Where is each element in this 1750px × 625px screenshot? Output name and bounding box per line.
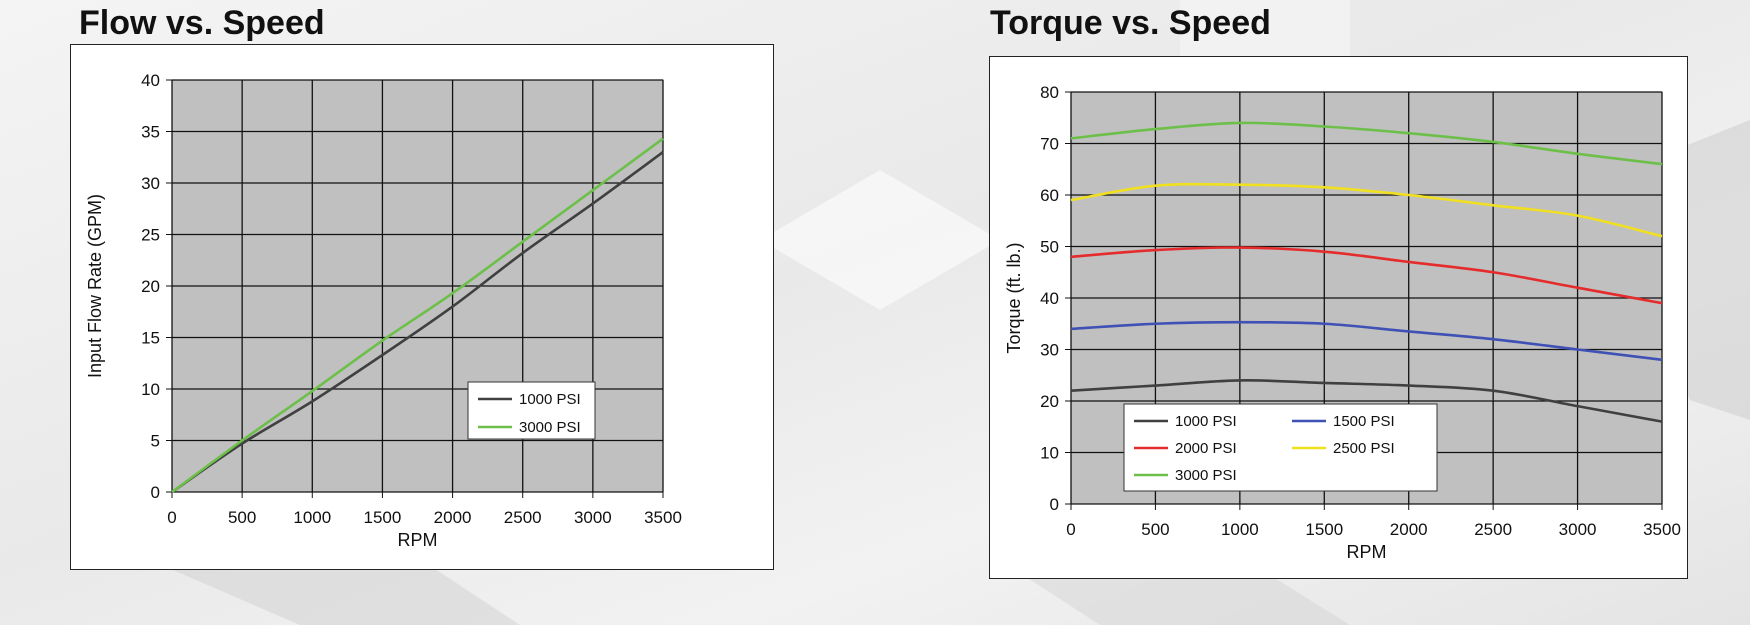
- legend-label: 3000 PSI: [1175, 467, 1237, 484]
- flow-chart-svg: 0 5 10 15 20 25 30 35 40 0 500 1000 1500 2000 2500 3000…: [85, 71, 682, 550]
- legend-box: [467, 381, 596, 440]
- y-tick-label: 10: [1040, 444, 1059, 463]
- x-tick-label: 3500: [1643, 520, 1681, 539]
- legend-label: 2000 PSI: [1175, 440, 1237, 457]
- y-tick-label: 25: [141, 226, 160, 245]
- x-tick-label: 2500: [504, 508, 542, 527]
- legend-box: [1123, 403, 1438, 492]
- x-tick-label: 500: [1141, 520, 1169, 539]
- x-tick-label: 500: [228, 508, 256, 527]
- x-tick-label: 0: [167, 508, 176, 527]
- series-line-2000-psi: [1070, 246, 1663, 305]
- y-tick-label: 40: [1040, 289, 1059, 308]
- y-tick-label: 60: [1040, 186, 1059, 205]
- y-tick-label: 40: [141, 71, 160, 90]
- x-tick-label: 2000: [1390, 520, 1428, 539]
- series-line-1000-psi: [171, 151, 664, 494]
- x-tick-label: 3000: [574, 508, 612, 527]
- legend-label: 3000 PSI: [519, 419, 581, 436]
- y-tick-label: 10: [141, 380, 160, 399]
- series-line-2500-psi: [1070, 182, 1663, 238]
- x-tick-label: 1000: [293, 508, 331, 527]
- torque-chart: 0 10 20 30 40 50 60 70 80 0 500 1000 1500 2000 2500 300…: [989, 56, 1688, 579]
- y-axis-label: Input Flow Rate (GPM): [85, 194, 105, 378]
- x-tick-label: 3500: [644, 508, 682, 527]
- y-tick-label: 20: [1040, 392, 1059, 411]
- y-tick-label: 70: [1040, 135, 1059, 154]
- legend-label: 1500 PSI: [1333, 413, 1395, 430]
- y-tick-label: 20: [141, 277, 160, 296]
- y-tick-label: 50: [1040, 238, 1059, 257]
- y-tick-label: 80: [1040, 83, 1059, 102]
- legend-label: 2500 PSI: [1333, 440, 1395, 457]
- legend-label: 1000 PSI: [519, 391, 581, 408]
- x-axis-label: RPM: [1347, 542, 1387, 562]
- series-line-1000-psi: [1070, 379, 1663, 423]
- x-tick-label: 1000: [1221, 520, 1259, 539]
- x-tick-label: 0: [1066, 520, 1075, 539]
- torque-chart-svg: 0 10 20 30 40 50 60 70 80 0 500 1000 1500 2000 2500 300…: [1004, 83, 1681, 562]
- flow-chart: 0 5 10 15 20 25 30 35 40 0 500 1000 1500 2000 2500 3000…: [70, 44, 774, 570]
- y-tick-label: 30: [141, 174, 160, 193]
- series-line-1500-psi: [1070, 320, 1663, 362]
- x-axis-label: RPM: [398, 530, 438, 550]
- x-tick-label: 3000: [1559, 520, 1597, 539]
- x-tick-label: 2000: [434, 508, 472, 527]
- series-line-3000-psi: [171, 137, 664, 494]
- torque-chart-title: Torque vs. Speed: [990, 4, 1271, 42]
- x-tick-label: 2500: [1474, 520, 1512, 539]
- x-tick-label: 1500: [364, 508, 402, 527]
- series-line-3000-psi: [1070, 121, 1663, 166]
- y-tick-label: 35: [141, 123, 160, 142]
- legend-label: 1000 PSI: [1175, 413, 1237, 430]
- y-axis-label: Torque (ft. lb.): [1004, 242, 1024, 353]
- flow-chart-title: Flow vs. Speed: [79, 4, 325, 42]
- x-tick-label: 1500: [1305, 520, 1343, 539]
- y-tick-label: 5: [151, 432, 160, 451]
- y-tick-label: 15: [141, 329, 160, 348]
- y-tick-label: 0: [1050, 495, 1059, 514]
- y-tick-label: 30: [1040, 341, 1059, 360]
- y-tick-label: 0: [151, 483, 160, 502]
